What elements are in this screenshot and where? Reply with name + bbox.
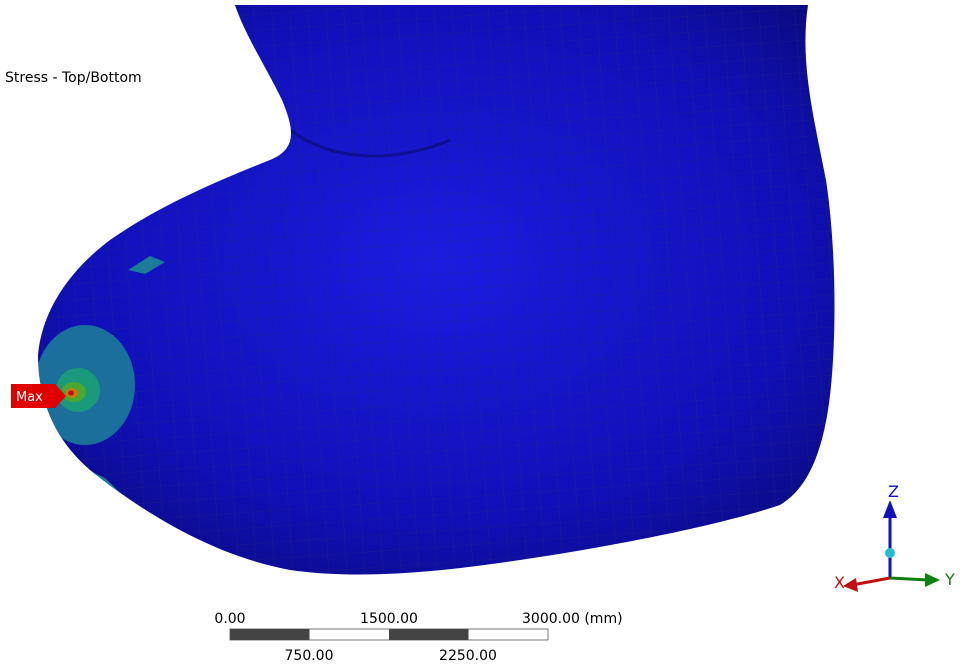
axis-label: X <box>834 573 845 592</box>
axis-triad: Z X Y <box>834 482 955 592</box>
mesh <box>0 0 963 666</box>
scale-bar: 0.00 1500.00 3000.00 (mm) 750.00 2250.00 <box>214 611 622 664</box>
scale-label: 3000.00 (mm) <box>522 611 623 627</box>
viewport: Stress - Top/Bottom Max 0.00 1500.00 300… <box>0 0 963 666</box>
max-probe: Max <box>11 384 66 408</box>
scale-label: 1500.00 <box>360 611 418 627</box>
scale-label: 0.00 <box>214 611 245 627</box>
scale-label: 2250.00 <box>439 648 497 664</box>
model <box>0 0 963 666</box>
probe-label: Max <box>16 390 43 405</box>
result-title: Stress - Top/Bottom <box>5 70 142 86</box>
scale-label: 750.00 <box>285 648 334 664</box>
axis-label: Y <box>944 570 955 589</box>
stress-contour <box>68 391 74 396</box>
axis-label: Z <box>888 482 899 501</box>
